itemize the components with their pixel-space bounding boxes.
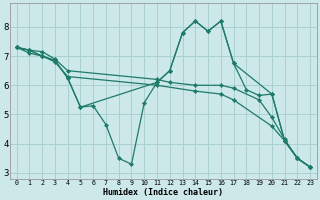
X-axis label: Humidex (Indice chaleur): Humidex (Indice chaleur) <box>103 188 223 197</box>
